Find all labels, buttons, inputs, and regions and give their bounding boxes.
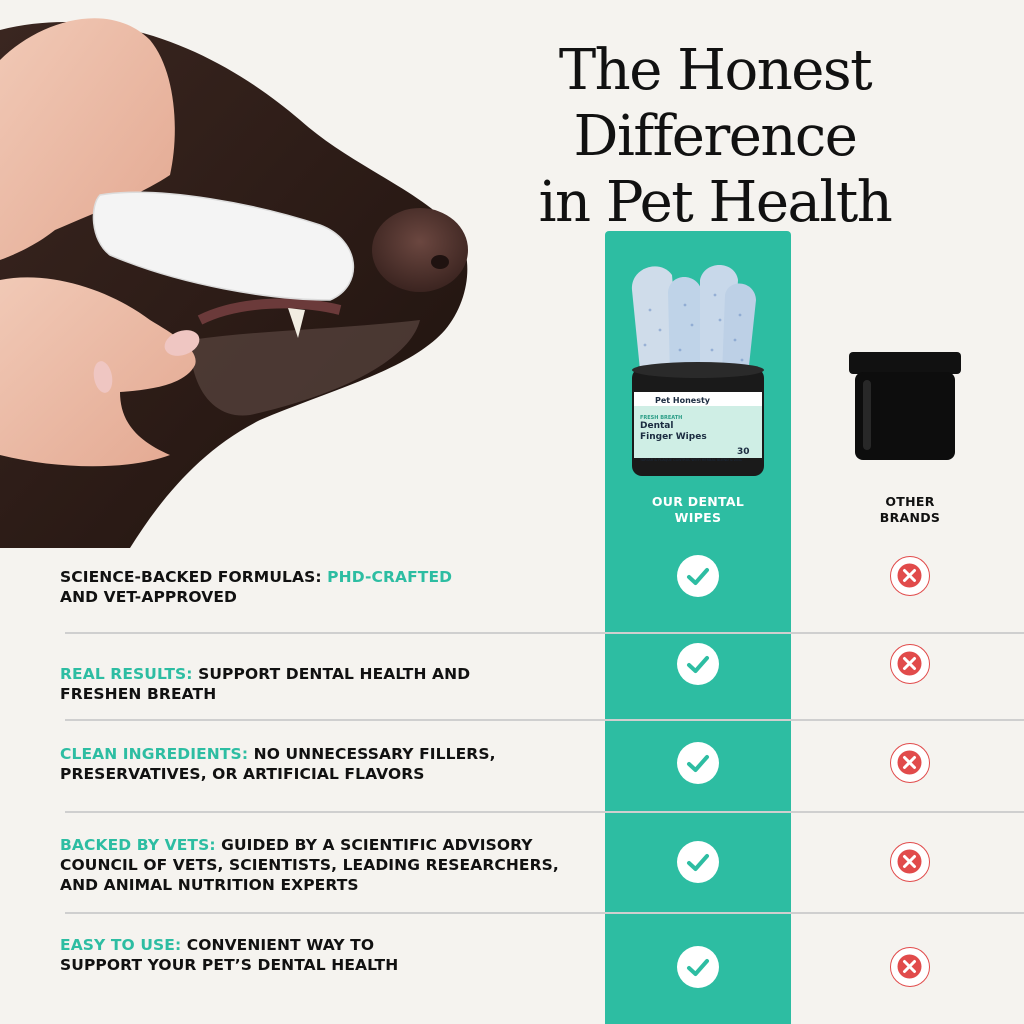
cross-icon bbox=[890, 842, 930, 882]
other-heading-line-2: BRANDS bbox=[879, 510, 941, 525]
row-line-1: SCIENCE-BACKED FORMULAS: PHD-CRAFTED bbox=[60, 567, 580, 587]
row-line2: AND VET-APPROVED bbox=[60, 588, 238, 606]
row-text-5: EASY TO USE: CONVENIENT WAY TO SUPPORT YO… bbox=[60, 935, 580, 975]
row-highlight: BACKED BY VETS: bbox=[60, 836, 222, 854]
check-icon bbox=[677, 742, 719, 784]
cross-icon bbox=[890, 644, 930, 684]
our-heading-line-2: WIPES bbox=[674, 510, 722, 525]
dog-dental-wipe-photo bbox=[0, 0, 470, 548]
cross-icon bbox=[890, 743, 930, 783]
other-heading-line-1: OTHER bbox=[885, 494, 935, 509]
row-line-1: BACKED BY VETS: GUIDED BY A SCIENTIFIC A… bbox=[60, 835, 580, 855]
row-text-3: CLEAN INGREDIENTS: NO UNNECESSARY FILLER… bbox=[60, 744, 580, 784]
check-icon bbox=[677, 946, 719, 988]
row-divider bbox=[65, 811, 1024, 813]
row-line2: COUNCIL OF VETS, SCIENTISTS, LEADING RES… bbox=[60, 856, 559, 874]
jar-count-label: 30 bbox=[737, 447, 750, 457]
generic-black-jar-image bbox=[849, 352, 961, 460]
row-text-1: SCIENCE-BACKED FORMULAS: PHD-CRAFTED AND … bbox=[60, 567, 580, 607]
jar-name-line-2: Finger Wipes bbox=[640, 432, 707, 442]
jar-name-line-1: Dental bbox=[640, 421, 674, 431]
row-segment: SCIENCE-BACKED FORMULAS: bbox=[60, 568, 328, 586]
row-text-4: BACKED BY VETS: GUIDED BY A SCIENTIFIC A… bbox=[60, 835, 580, 895]
row-line-1: EASY TO USE: CONVENIENT WAY TO bbox=[60, 935, 580, 955]
row-line3: AND ANIMAL NUTRITION EXPERTS bbox=[60, 876, 359, 894]
title-line-1: The Honest Difference bbox=[558, 38, 873, 169]
row-line-1: CLEAN INGREDIENTS: NO UNNECESSARY FILLER… bbox=[60, 744, 580, 764]
our-product-heading: OUR DENTAL WIPES bbox=[605, 494, 791, 526]
row-divider bbox=[65, 719, 1024, 721]
page-title: The Honest Difference in Pet Health bbox=[420, 38, 1010, 236]
title-line-2: in Pet Health bbox=[538, 170, 893, 235]
check-icon bbox=[677, 643, 719, 685]
row-segment: CONVENIENT WAY TO bbox=[186, 936, 375, 954]
row-line2: SUPPORT YOUR PET’S DENTAL HEALTH bbox=[60, 956, 399, 974]
other-brands-heading: OTHER BRANDS bbox=[820, 494, 1000, 526]
row-divider bbox=[65, 912, 1024, 914]
dental-wipes-jar-image bbox=[631, 265, 764, 476]
row-text-2: REAL RESULTS: SUPPORT DENTAL HEALTH AND F… bbox=[60, 664, 580, 704]
row-highlight: PHD-CRAFTED bbox=[327, 568, 453, 586]
row-segment: GUIDED BY A SCIENTIFIC ADVISORY bbox=[221, 836, 533, 854]
our-heading-line-1: OUR DENTAL bbox=[651, 494, 745, 509]
row-highlight: EASY TO USE: bbox=[60, 936, 187, 954]
cross-icon bbox=[890, 947, 930, 987]
row-segment: SUPPORT DENTAL HEALTH AND bbox=[198, 665, 471, 683]
check-icon bbox=[677, 555, 719, 597]
row-segment: NO UNNECESSARY FILLERS, bbox=[253, 745, 496, 763]
jar-tag-label: FRESH BREATH bbox=[640, 415, 683, 421]
row-divider bbox=[65, 632, 1024, 634]
row-highlight: CLEAN INGREDIENTS: bbox=[60, 745, 254, 763]
jar-brand-label: Pet Honesty bbox=[655, 396, 711, 405]
row-highlight: REAL RESULTS: bbox=[60, 665, 199, 683]
row-line2: PRESERVATIVES, OR ARTIFICIAL FLAVORS bbox=[60, 765, 425, 783]
row-line-1: REAL RESULTS: SUPPORT DENTAL HEALTH AND bbox=[60, 664, 580, 684]
jar-tagline-label: TARTAR & PLAQUE CONTROL WITH HERBAL BLEN… bbox=[640, 458, 743, 462]
row-line2: FRESHEN BREATH bbox=[60, 685, 217, 703]
check-icon bbox=[677, 841, 719, 883]
cross-icon bbox=[890, 556, 930, 596]
